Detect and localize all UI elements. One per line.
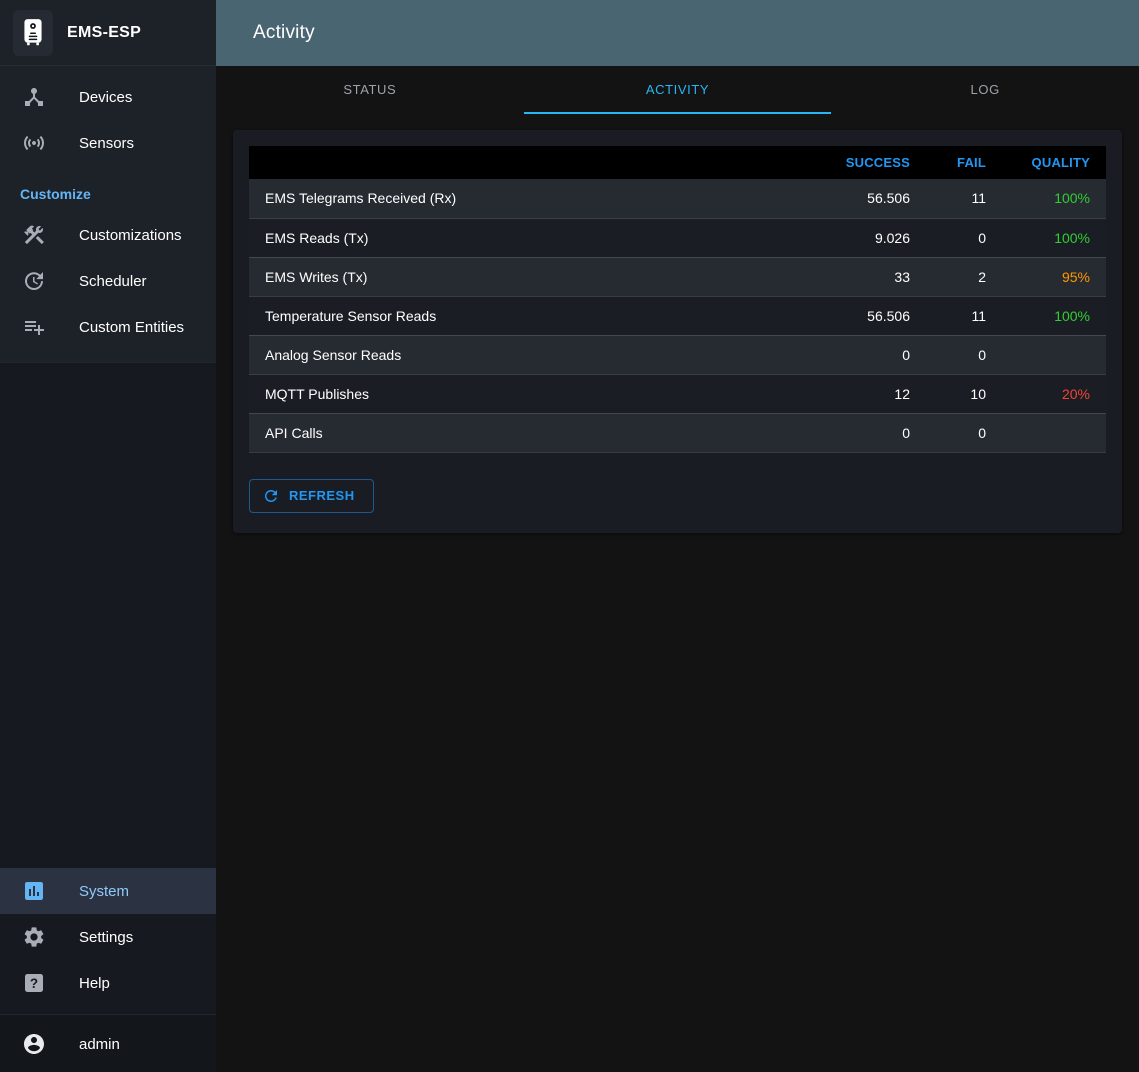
table-body: EMS Telegrams Received (Rx) 56.506 11 10… <box>249 179 1106 453</box>
metric-name: EMS Telegrams Received (Rx) <box>249 179 806 219</box>
sidebar-user-section: admin <box>0 1014 216 1072</box>
metric-fail: 0 <box>926 335 1002 375</box>
metric-name: EMS Reads (Tx) <box>249 218 806 258</box>
metric-success: 0 <box>806 413 926 453</box>
app-title: EMS-ESP <box>67 23 142 41</box>
sidebar-item-label: Help <box>79 974 110 992</box>
metric-success: 56.506 <box>806 296 926 336</box>
metric-fail: 0 <box>926 218 1002 258</box>
tab-log[interactable]: LOG <box>970 81 1000 97</box>
metric-quality: 95% <box>1002 257 1106 297</box>
sidebar-user-label: admin <box>79 1035 120 1053</box>
sidebar-item-devices[interactable]: Devices <box>0 74 216 120</box>
table-row: EMS Telegrams Received (Rx) 56.506 11 10… <box>249 179 1106 219</box>
metric-success: 56.506 <box>806 179 926 219</box>
refresh-button[interactable]: REFRESH <box>249 478 374 513</box>
table-row: EMS Writes (Tx) 33 2 95% <box>249 257 1106 297</box>
metric-name: EMS Writes (Tx) <box>249 257 806 297</box>
metric-name: API Calls <box>249 413 806 453</box>
ems-esp-logo-icon <box>13 9 53 56</box>
sidebar-item-label: Settings <box>79 928 134 946</box>
column-header-name <box>249 146 806 179</box>
page-title: Activity <box>253 22 315 43</box>
activity-table: SUCCESS FAIL QUALITY EMS Telegrams Recei… <box>249 146 1106 453</box>
metric-quality: 100% <box>1002 218 1106 258</box>
metric-name: MQTT Publishes <box>249 374 806 414</box>
metric-quality: 100% <box>1002 179 1106 219</box>
construction-icon <box>22 223 46 247</box>
tab-status[interactable]: STATUS <box>343 81 397 97</box>
table-row: EMS Reads (Tx) 9.026 0 100% <box>249 218 1106 258</box>
table-row: MQTT Publishes 12 10 20% <box>249 374 1106 414</box>
sidebar-item-label: System <box>79 882 130 900</box>
table-row: API Calls 0 0 <box>249 413 1106 453</box>
sidebar-item-settings[interactable]: Settings <box>0 914 216 960</box>
metric-quality: 100% <box>1002 296 1106 336</box>
svg-text:?: ? <box>30 976 38 991</box>
sidebar-spacer <box>0 363 216 868</box>
metric-fail: 11 <box>926 296 1002 336</box>
app-bar: Activity <box>216 0 1139 66</box>
sidebar-item-label: Customizations <box>79 226 182 244</box>
metric-name: Analog Sensor Reads <box>249 335 806 375</box>
refresh-icon <box>262 487 280 505</box>
metric-quality: 20% <box>1002 374 1106 414</box>
sidebar-item-scheduler[interactable]: Scheduler <box>0 258 216 304</box>
main-area: Activity STATUS ACTIVITY LOG SUCCESS FAI… <box>216 0 1139 1072</box>
column-header-quality: QUALITY <box>1002 146 1106 179</box>
sidebar-item-admin[interactable]: admin <box>0 1021 216 1067</box>
metric-success: 33 <box>806 257 926 297</box>
sidebar-item-label: Custom Entities <box>79 318 185 336</box>
metric-fail: 10 <box>926 374 1002 414</box>
gear-icon <box>22 925 46 949</box>
schedule-clock-icon <box>22 269 46 293</box>
table-row: Temperature Sensor Reads 56.506 11 100% <box>249 296 1106 336</box>
metric-quality <box>1002 413 1106 453</box>
table-header: SUCCESS FAIL QUALITY <box>249 146 1106 179</box>
refresh-button-label: REFRESH <box>289 488 355 503</box>
sensors-icon <box>22 131 46 155</box>
sidebar-bottom-nav: System Settings ? Help <box>0 868 216 1014</box>
activity-card: SUCCESS FAIL QUALITY EMS Telegrams Recei… <box>233 130 1122 533</box>
sidebar-item-label: Sensors <box>79 134 135 152</box>
metric-name: Temperature Sensor Reads <box>249 296 806 336</box>
sidebar-item-label: Devices <box>79 88 133 106</box>
metric-fail: 2 <box>926 257 1002 297</box>
sidebar-header: EMS-ESP <box>0 0 216 66</box>
device-hub-icon <box>22 85 46 109</box>
sidebar-item-help[interactable]: ? Help <box>0 960 216 1006</box>
help-icon: ? <box>22 971 46 995</box>
sidebar-item-custom-entities[interactable]: Custom Entities <box>0 304 216 350</box>
sidebar: EMS-ESP Devices Sensors Customize C <box>0 0 216 1072</box>
metric-fail: 11 <box>926 179 1002 219</box>
account-circle-icon <box>22 1032 46 1056</box>
table-row: Analog Sensor Reads 0 0 <box>249 335 1106 375</box>
tab-bar: STATUS ACTIVITY LOG <box>216 66 1139 114</box>
sidebar-section-customize: Customize <box>20 186 91 202</box>
metric-success: 9.026 <box>806 218 926 258</box>
sidebar-top-panel: Devices Sensors Customize Customizations <box>0 66 216 363</box>
sidebar-item-system[interactable]: System <box>0 868 216 914</box>
content-area: SUCCESS FAIL QUALITY EMS Telegrams Recei… <box>216 114 1139 1072</box>
column-header-fail: FAIL <box>926 146 1002 179</box>
metric-success: 12 <box>806 374 926 414</box>
tab-activity[interactable]: ACTIVITY <box>523 66 832 114</box>
sidebar-item-customizations[interactable]: Customizations <box>0 212 216 258</box>
metric-fail: 0 <box>926 413 1002 453</box>
playlist-add-icon <box>22 315 46 339</box>
metric-success: 0 <box>806 335 926 375</box>
sidebar-item-label: Scheduler <box>79 272 147 290</box>
assessment-icon <box>22 879 46 903</box>
sidebar-item-sensors[interactable]: Sensors <box>0 120 216 166</box>
column-header-success: SUCCESS <box>806 146 926 179</box>
metric-quality <box>1002 335 1106 375</box>
